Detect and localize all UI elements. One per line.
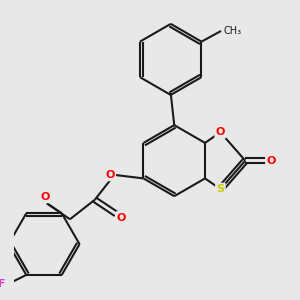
Text: O: O bbox=[105, 170, 115, 180]
Text: O: O bbox=[266, 156, 276, 166]
Text: CH₃: CH₃ bbox=[224, 26, 242, 36]
Text: O: O bbox=[40, 192, 50, 202]
Text: O: O bbox=[117, 212, 126, 223]
Text: O: O bbox=[216, 127, 225, 137]
Text: F: F bbox=[0, 279, 6, 289]
Text: S: S bbox=[216, 184, 224, 194]
